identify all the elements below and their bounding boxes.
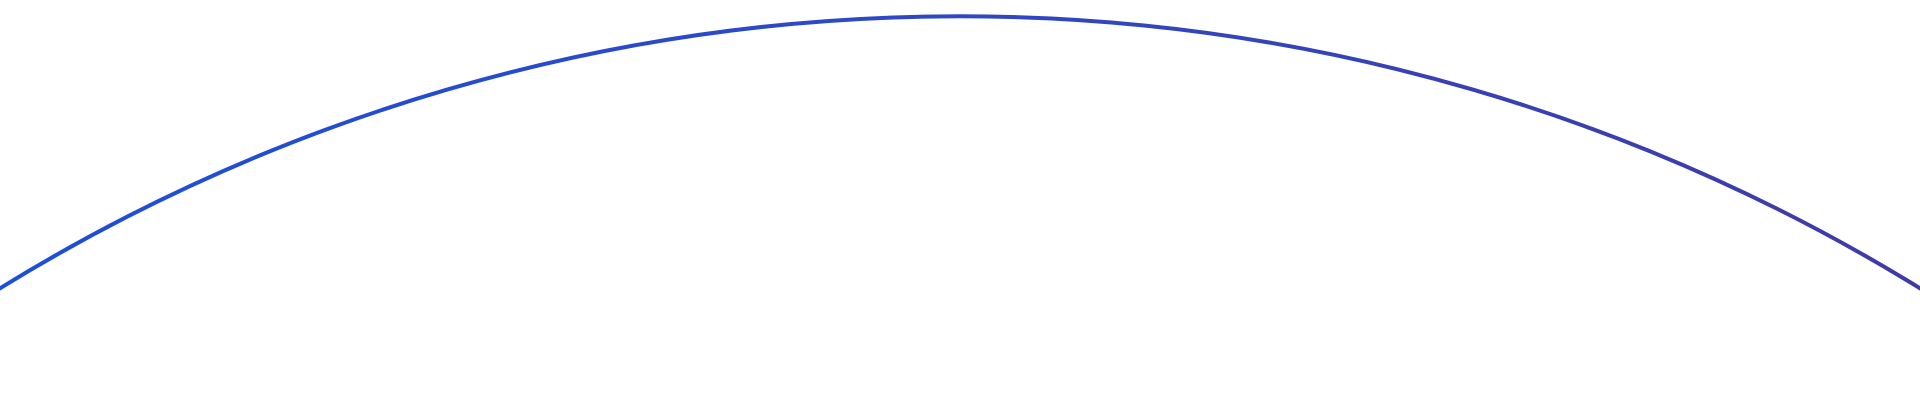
decorative-arc xyxy=(0,14,1920,291)
